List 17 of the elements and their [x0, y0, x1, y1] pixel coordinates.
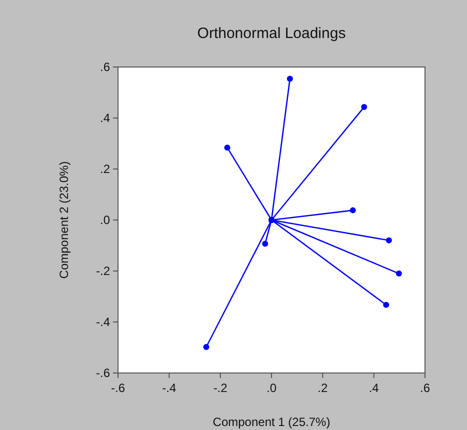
y-tick-label: -.2 [96, 264, 110, 278]
x-tick-label: -.4 [162, 381, 176, 395]
x-tick-label: .2 [318, 381, 328, 395]
y-tick-label: -.6 [96, 366, 110, 380]
x-tick-label: .4 [368, 381, 380, 395]
x-axis-title: Component 1 (25.7%) [212, 415, 330, 429]
y-tick-label: .2 [100, 162, 110, 176]
x-tick-label: .6 [420, 381, 430, 395]
y-tick-label: -.4 [96, 315, 110, 329]
x-tick-label: -.6 [110, 381, 126, 395]
y-tick-label: .0 [100, 213, 110, 227]
chart-title: Orthonormal Loadings [197, 25, 346, 42]
x-tick-label: -.2 [213, 381, 228, 395]
y-axis-title: Component 2 (23.0%) [57, 161, 71, 279]
y-tick-label: .6 [100, 60, 110, 74]
x-tick-label: .0 [266, 381, 277, 395]
y-tick-label: .4 [100, 111, 110, 125]
